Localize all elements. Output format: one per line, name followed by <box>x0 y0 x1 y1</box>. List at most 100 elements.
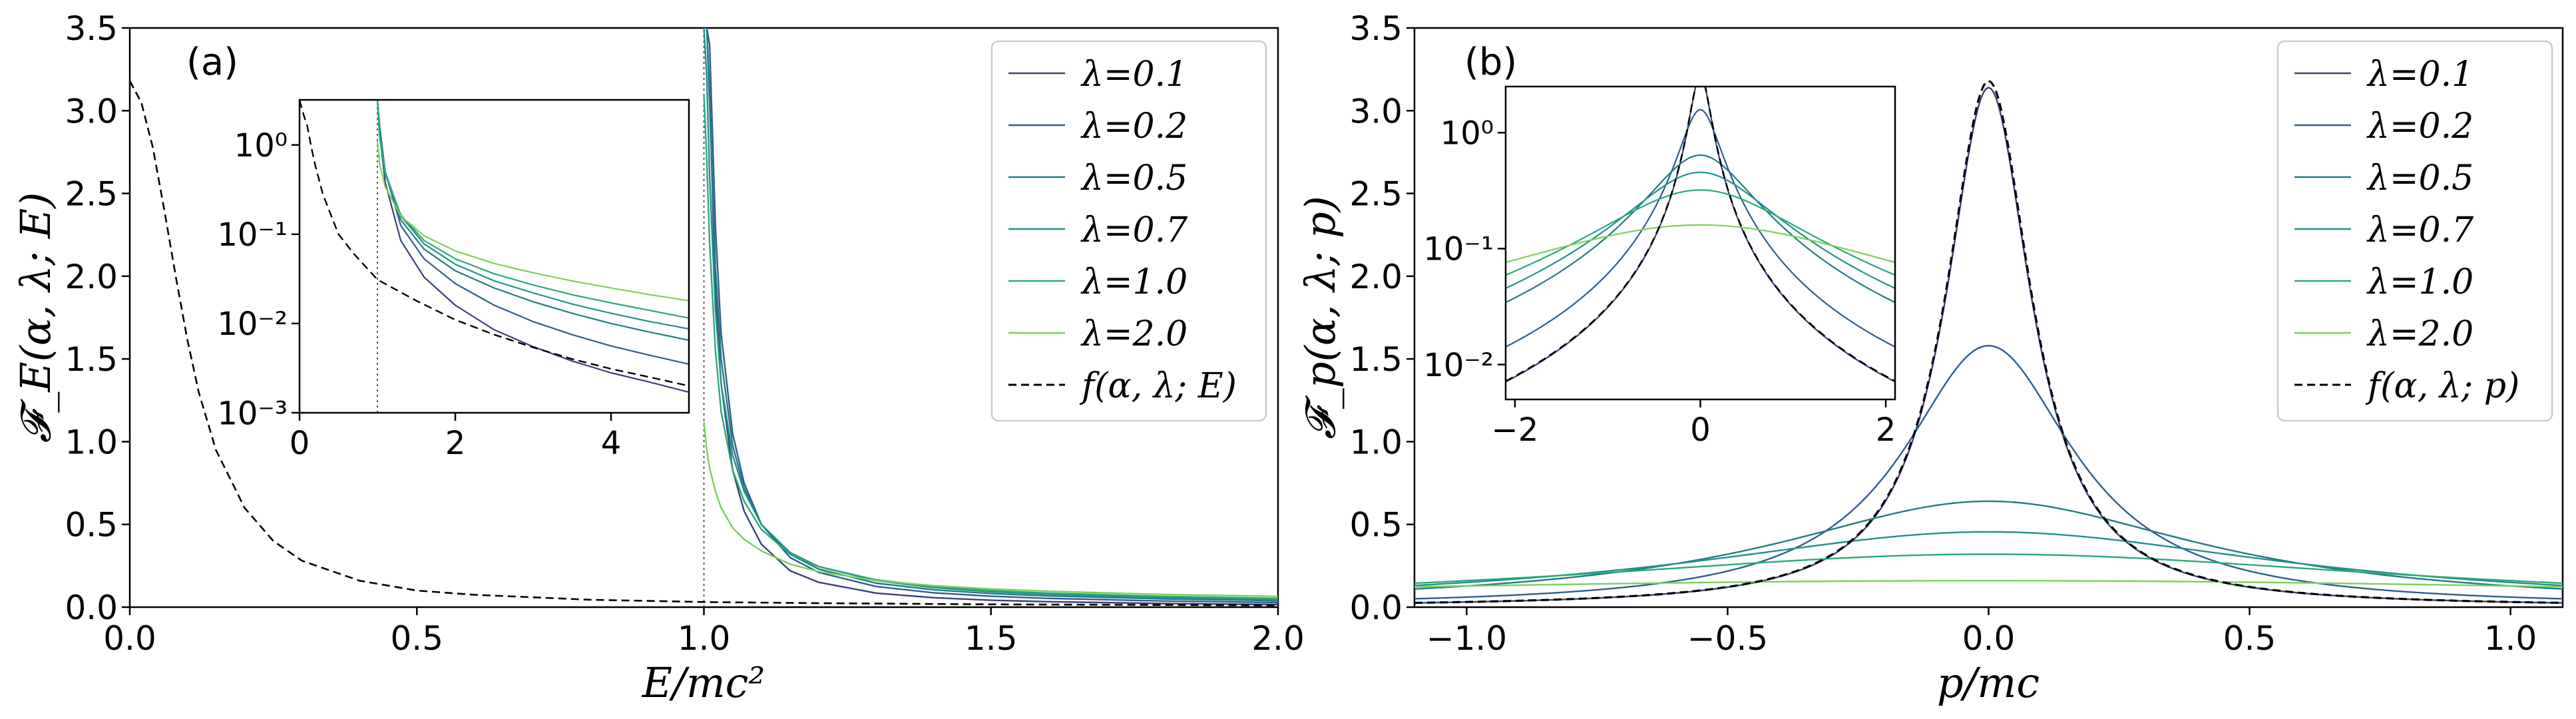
panel-b-y-tick-label: 2.0 <box>1349 258 1402 296</box>
legend-label-0-2: λ=0.2 <box>1080 107 1187 146</box>
panel-b-x-ticks: −1.0 −0.5 0.0 0.5 1.0 <box>1426 607 2537 658</box>
panel-b-x-tick-label: 0.5 <box>2223 619 2276 658</box>
panel-b-inset-curves <box>1506 87 1895 383</box>
panel-b-x-axis-label: p/mc <box>1937 658 2039 707</box>
panel-b-legend: λ=0.1 λ=0.2 λ=0.5 λ=0.7 λ=1.0 λ=2.0 f(α, λ; p) <box>2276 40 2553 422</box>
panel-b-inset-y-tick-label: 10⁻² <box>1423 347 1494 384</box>
panel-a-inset-curves <box>300 100 689 393</box>
panel-a-x-tick-label: 1.0 <box>678 619 731 658</box>
curve-0-5 <box>1414 500 2563 590</box>
legend-label-0-7: λ=0.7 <box>1080 210 1188 250</box>
panel-b-y-tick-label: 1.0 <box>1349 423 1402 461</box>
panel-a-y-tick-label: 2.5 <box>65 175 118 214</box>
panel-b-x-tick-label: −0.5 <box>1687 619 1768 658</box>
panel-b-y-tick-label: 3.0 <box>1349 92 1402 130</box>
panel-a-x-ticks: 0.0 0.5 1.0 1.5 2.0 <box>103 607 1305 658</box>
panel-b-inset: −2 0 2 10⁻² 10⁻¹ 10⁰ <box>1423 85 1896 449</box>
panel-a-y-tick-label: 3.0 <box>65 92 118 130</box>
panel-a-inset-y-tick-label: 10⁻² <box>217 306 288 343</box>
panel-b: −1.0 −0.5 0.0 0.5 1.0 0.0 0.5 1.0 1.5 2.0 2.5 3.0 3… <box>1296 9 2564 707</box>
panel-b-y-tick-label: 1.5 <box>1349 340 1402 379</box>
panel-a-inset-x-tick-label: 2 <box>445 425 466 462</box>
panel-b-x-tick-label: 1.0 <box>2484 619 2537 658</box>
legend-label-2-0: λ=2.0 <box>1080 314 1187 354</box>
panel-a-inset-x-tick-label: 0 <box>290 425 310 462</box>
panel-a-inset-x-ticks: 0 2 4 <box>290 413 622 462</box>
panel-b-x-tick-label: 0.0 <box>1962 619 2016 658</box>
panel-a-y-tick-label: 0.5 <box>65 506 118 545</box>
legend-label-0-7: λ=0.7 <box>2366 210 2474 250</box>
panel-a-inset-y-tick-label: 10⁻¹ <box>217 216 288 254</box>
panel-a-inset-y-tick-label: 10⁰ <box>234 127 288 164</box>
panel-a-inset-x-tick-label: 4 <box>601 425 622 462</box>
inset-curve-0-5 <box>1506 154 1895 304</box>
inset-curve-0-2 <box>1506 109 1895 348</box>
panel-b-inset-x-tick-label: 2 <box>1876 411 1896 449</box>
curve-f-p <box>1414 79 2563 604</box>
panel-a-inset-y-ticks: 10⁻³ 10⁻² 10⁻¹ 10⁰ <box>217 127 300 432</box>
panel-b-y-axis-label: 𝓕_p(α, λ; p) <box>1296 196 1345 439</box>
curve-2-0 <box>1414 580 2563 588</box>
panel-a-x-tick-label: 0.5 <box>390 619 443 658</box>
curve-2-0 <box>703 421 1278 597</box>
legend-label-1-0: λ=1.0 <box>1080 262 1187 302</box>
curve-0-7 <box>703 28 1278 600</box>
legend-label-f-p: f(α, λ; p) <box>2365 366 2519 406</box>
panel-a-inset: 0 2 4 10⁻³ 10⁻² 10⁻¹ 10⁰ <box>217 99 690 462</box>
legend-label-0-5: λ=0.5 <box>1080 158 1187 198</box>
panel-a-label: (a) <box>186 41 238 84</box>
panel-b-inset-y-tick-label: 10⁻¹ <box>1423 231 1494 268</box>
panel-a-legend-frame <box>990 40 1267 422</box>
panel-a: 0.0 0.5 1.0 1.5 2.0 0.0 0.5 1.0 1.5 2.0 2.5 3.0 3.5… <box>11 9 1305 707</box>
panel-a-y-tick-label: 1.5 <box>65 340 118 379</box>
legend-label-0-5: λ=0.5 <box>2366 158 2473 198</box>
panel-a-legend: λ=0.1 λ=0.2 λ=0.5 λ=0.7 λ=1.0 λ=2.0 f(α, λ; E) <box>990 40 1267 422</box>
panel-b-x-tick-label: −1.0 <box>1426 619 1507 658</box>
panel-b-y-tick-label: 0.5 <box>1349 506 1402 545</box>
panel-b-label: (b) <box>1464 41 1517 84</box>
curve-1-0 <box>1414 553 2563 585</box>
panel-b-inset-y-ticks: 10⁻² 10⁻¹ 10⁰ <box>1423 115 1506 384</box>
panel-a-x-axis-label: E/mc² <box>642 658 765 707</box>
panel-a-y-tick-label: 0.0 <box>65 589 118 627</box>
curve-0-7 <box>1414 531 2563 587</box>
panel-a-y-ticks: 0.0 0.5 1.0 1.5 2.0 2.5 3.0 3.5 <box>65 9 130 627</box>
panel-b-y-tick-label: 3.5 <box>1349 9 1402 48</box>
panel-a-inset-y-tick-label: 10⁻³ <box>217 395 288 432</box>
panel-a-y-axis-label: 𝓕_E(α, λ; E) <box>11 192 60 443</box>
inset-curve-1-0 <box>376 101 689 319</box>
panel-a-x-tick-label: 1.5 <box>965 619 1018 658</box>
inset-curve-f-p <box>1506 87 1895 382</box>
panel-a-x-tick-label: 0.0 <box>103 619 156 658</box>
panel-a-curves <box>130 28 1278 606</box>
inset-curve-f-e <box>300 100 689 387</box>
inset-curve-2-0 <box>1506 224 1895 264</box>
legend-label-0-1: λ=0.1 <box>2366 55 2473 95</box>
panel-b-curves <box>1414 79 2563 604</box>
panel-b-y-tick-label: 2.5 <box>1349 175 1402 214</box>
panel-b-inset-x-ticks: −2 0 2 <box>1492 399 1896 449</box>
legend-label-2-0: λ=2.0 <box>2366 314 2473 354</box>
inset-curve-2-0 <box>376 140 689 302</box>
panel-b-legend-frame <box>2276 40 2553 422</box>
panel-a-y-tick-label: 3.5 <box>65 9 118 48</box>
panel-a-y-tick-label: 1.0 <box>65 423 118 461</box>
panel-a-inset-frame <box>298 99 690 414</box>
curve-1-0 <box>703 94 1278 599</box>
legend-label-0-1: λ=0.1 <box>1080 55 1187 95</box>
panel-a-y-tick-label: 2.0 <box>65 258 118 296</box>
curve-f-e <box>130 80 1278 606</box>
panel-b-inset-x-tick-label: −2 <box>1492 411 1539 449</box>
legend-label-f-e: f(α, λ; E) <box>1079 366 1237 406</box>
inset-curve-0-7 <box>1506 171 1895 289</box>
legend-label-0-2: λ=0.2 <box>2366 107 2473 146</box>
curve-0-2 <box>1414 345 2563 600</box>
panel-b-y-tick-label: 0.0 <box>1349 589 1402 627</box>
inset-curve-0-1 <box>376 100 689 393</box>
legend-label-1-0: λ=1.0 <box>2366 262 2473 302</box>
panel-b-y-ticks: 0.0 0.5 1.0 1.5 2.0 2.5 3.0 3.5 <box>1349 9 1414 627</box>
panel-a-x-tick-label: 2.0 <box>1251 619 1305 658</box>
panel-b-inset-x-tick-label: 0 <box>1690 411 1711 449</box>
panel-b-inset-y-tick-label: 10⁰ <box>1440 115 1494 152</box>
